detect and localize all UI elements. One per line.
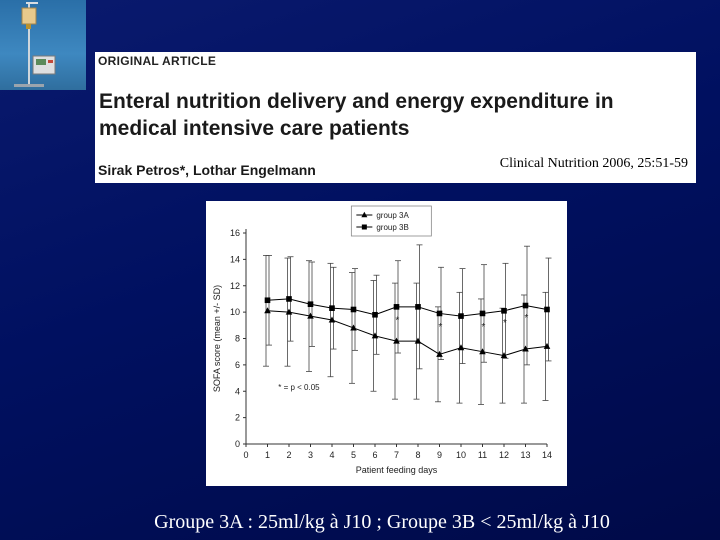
significance-asterisk: * bbox=[525, 313, 529, 324]
x-tick-label: 8 bbox=[415, 450, 420, 460]
legend-label: group 3B bbox=[376, 223, 408, 232]
x-tick-label: 4 bbox=[329, 450, 334, 460]
y-tick-label: 6 bbox=[235, 360, 240, 370]
data-point-square bbox=[286, 296, 292, 302]
data-point-triangle bbox=[543, 342, 551, 349]
x-tick-label: 14 bbox=[542, 450, 552, 460]
x-tick-label: 3 bbox=[308, 450, 313, 460]
data-point-triangle bbox=[414, 337, 422, 344]
significance-asterisk: * bbox=[482, 322, 486, 333]
series-line bbox=[267, 298, 548, 317]
x-tick-label: 11 bbox=[478, 450, 487, 460]
data-point-square bbox=[393, 304, 400, 310]
data-point-square bbox=[458, 313, 464, 319]
data-point-square bbox=[544, 306, 550, 313]
y-tick-label: 14 bbox=[230, 254, 240, 264]
chart-panel: 0 2 4 6 8 10 12 14 16 0 1 2 3 4 5 6 7 8 9 10 11 12 13 14 Patient… bbox=[206, 201, 567, 486]
significance-asterisk: * bbox=[439, 322, 443, 333]
y-tick-label: 16 bbox=[230, 228, 240, 238]
x-tick-label: 13 bbox=[520, 450, 530, 460]
data-point-square bbox=[350, 306, 357, 313]
x-tick-label: 10 bbox=[456, 450, 466, 460]
data-point-triangle bbox=[350, 324, 357, 331]
data-point-triangle bbox=[307, 312, 314, 319]
slide-caption: Groupe 3A : 25ml/kg à J10 ; Groupe 3B < … bbox=[154, 511, 610, 533]
data-point-square bbox=[372, 311, 378, 318]
data-point-triangle bbox=[522, 345, 529, 352]
article-type-label: ORIGINAL ARTICLE bbox=[98, 54, 217, 68]
x-tick-label: 12 bbox=[499, 450, 509, 460]
data-point-triangle bbox=[479, 348, 486, 355]
legend-marker-square bbox=[361, 224, 367, 230]
article-title: Enteral nutrition delivery and energy ex… bbox=[99, 90, 614, 140]
x-tick-label: 6 bbox=[372, 450, 377, 460]
legend-box bbox=[350, 205, 432, 237]
data-point-triangle bbox=[285, 308, 293, 315]
data-point-square bbox=[415, 304, 421, 310]
data-point-triangle bbox=[371, 332, 379, 339]
y-tick-label: 10 bbox=[230, 307, 240, 317]
legend-marker-triangle bbox=[361, 211, 368, 218]
data-point-triangle bbox=[328, 316, 336, 323]
data-point-square bbox=[522, 302, 529, 309]
data-point-triangle bbox=[393, 337, 400, 344]
data-point-triangle bbox=[457, 344, 465, 351]
article-citation: Clinical Nutrition 2006, 25:51-59 bbox=[499, 156, 688, 171]
x-tick-label: 2 bbox=[286, 450, 291, 460]
data-point-square bbox=[264, 297, 271, 304]
data-point-triangle bbox=[264, 307, 271, 314]
x-tick-label: 5 bbox=[351, 450, 356, 460]
series-line bbox=[267, 310, 548, 357]
x-tick-label: 9 bbox=[437, 450, 442, 460]
x-tick-label: 0 bbox=[243, 450, 248, 460]
data-point-square bbox=[479, 310, 486, 317]
article-authors: Sirak Petros*, Lothar Engelmann bbox=[98, 162, 316, 178]
data-point-triangle bbox=[500, 352, 508, 359]
y-tick-label: 0 bbox=[235, 439, 240, 449]
y-axis-label: SOFA score (mean +/- SD) bbox=[212, 285, 222, 392]
data-point-square bbox=[501, 308, 507, 314]
iv-pole-image bbox=[14, 2, 56, 87]
data-point-triangle bbox=[436, 350, 443, 357]
x-tick-label: 1 bbox=[265, 450, 270, 460]
data-point-square bbox=[329, 305, 335, 311]
y-tick-label: 8 bbox=[235, 334, 240, 344]
x-tick-label: 7 bbox=[394, 450, 399, 460]
significance-annotation: * = p < 0.05 bbox=[278, 383, 320, 392]
y-tick-label: 12 bbox=[230, 281, 240, 291]
legend-label: group 3A bbox=[376, 211, 409, 220]
significance-asterisk: * bbox=[503, 318, 507, 329]
corner-photo-thumbnail bbox=[0, 0, 86, 90]
x-axis-label: Patient feeding days bbox=[356, 465, 438, 475]
y-tick-label: 4 bbox=[235, 386, 240, 396]
data-point-square bbox=[436, 310, 443, 317]
y-tick-label: 2 bbox=[235, 413, 240, 423]
data-point-square bbox=[307, 301, 314, 308]
article-header-panel: ORIGINAL ARTICLE Enteral nutrition deliv… bbox=[95, 52, 696, 183]
significance-asterisk: * bbox=[396, 315, 400, 326]
